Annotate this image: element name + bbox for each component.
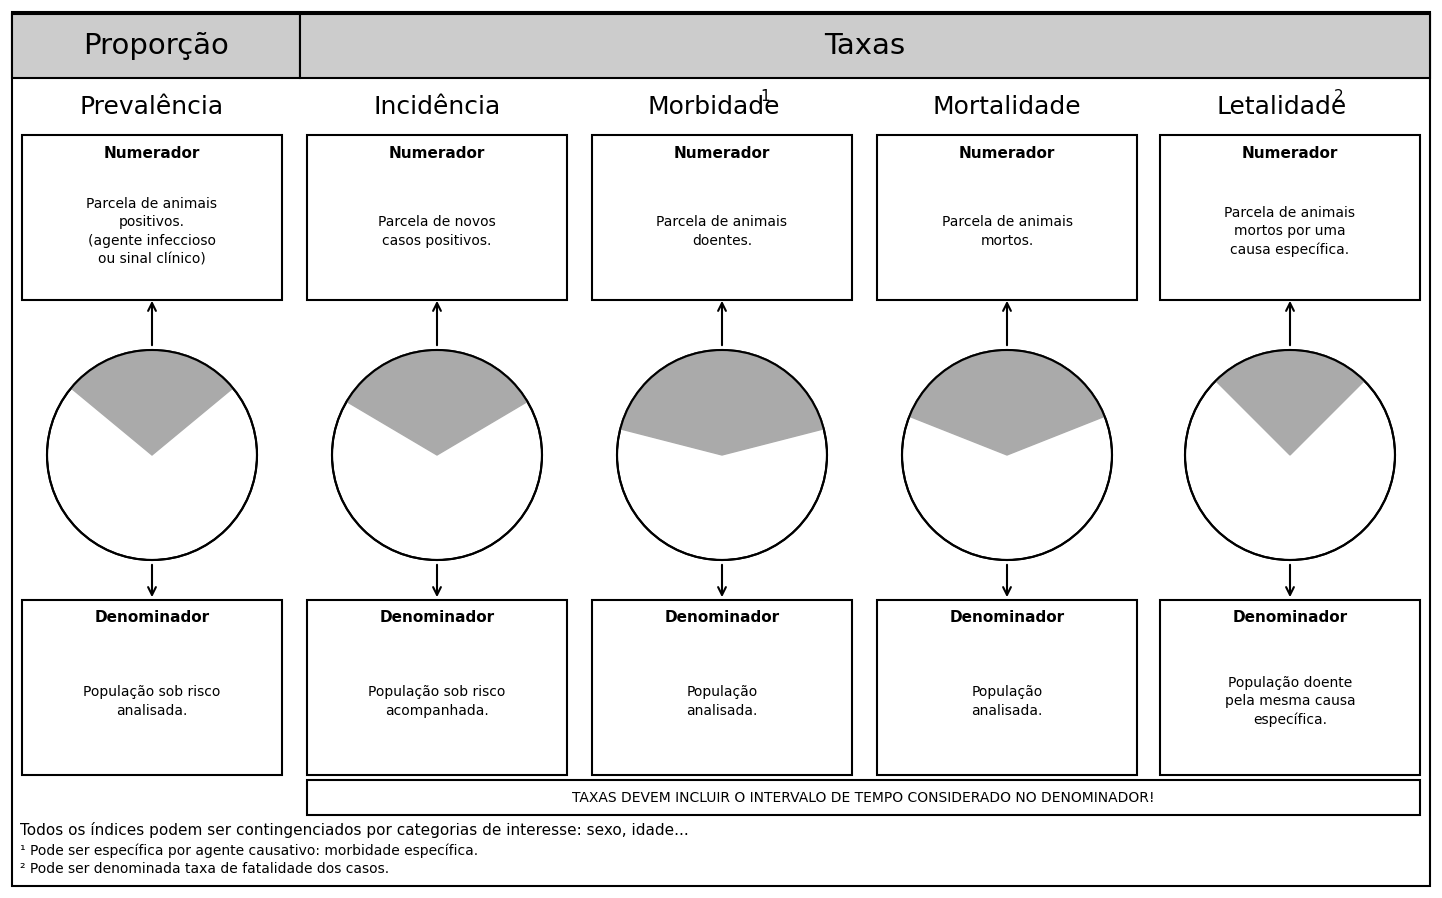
Text: Parcela de animais
positivos.
(agente infeccioso
ou sinal clínico): Parcela de animais positivos. (agente in… bbox=[87, 197, 218, 266]
Circle shape bbox=[48, 350, 257, 560]
Polygon shape bbox=[346, 350, 528, 455]
Bar bbox=[22, 135, 283, 300]
Text: População
analisada.: População analisada. bbox=[972, 685, 1043, 718]
Text: Denominador: Denominador bbox=[94, 611, 209, 626]
Text: Denominador: Denominador bbox=[665, 611, 780, 626]
Text: População doente
pela mesma causa
específica.: População doente pela mesma causa especí… bbox=[1224, 676, 1355, 727]
Text: População sob risco
analisada.: População sob risco analisada. bbox=[84, 685, 221, 718]
Text: ² Pode ser denominada taxa de fatalidade dos casos.: ² Pode ser denominada taxa de fatalidade… bbox=[20, 862, 389, 876]
Bar bbox=[307, 600, 567, 775]
Text: Numerador: Numerador bbox=[389, 145, 485, 161]
Text: Numerador: Numerador bbox=[959, 145, 1056, 161]
Text: Morbidade: Morbidade bbox=[647, 94, 780, 119]
Polygon shape bbox=[1216, 350, 1364, 455]
Text: Numerador: Numerador bbox=[673, 145, 770, 161]
Text: 2: 2 bbox=[1334, 89, 1344, 104]
Bar bbox=[307, 780, 1420, 815]
Text: População sob risco
acompanhada.: População sob risco acompanhada. bbox=[368, 685, 506, 718]
Polygon shape bbox=[71, 350, 234, 455]
Circle shape bbox=[1185, 350, 1394, 560]
Text: 1: 1 bbox=[761, 89, 770, 104]
Text: Incidência: Incidência bbox=[373, 94, 500, 119]
Bar bbox=[877, 135, 1136, 300]
Bar bbox=[593, 135, 852, 300]
Text: Todos os índices podem ser contingenciados por categorias de interesse: sexo, id: Todos os índices podem ser contingenciad… bbox=[20, 822, 689, 838]
Bar bbox=[1159, 135, 1420, 300]
Text: Taxas: Taxas bbox=[825, 32, 906, 60]
Circle shape bbox=[332, 350, 542, 560]
Text: Numerador: Numerador bbox=[1242, 145, 1338, 161]
Bar bbox=[22, 600, 283, 775]
Text: Denominador: Denominador bbox=[379, 611, 495, 626]
Circle shape bbox=[617, 350, 828, 560]
Text: Denominador: Denominador bbox=[949, 611, 1064, 626]
Bar bbox=[12, 14, 300, 78]
Bar bbox=[307, 135, 567, 300]
Text: Mortalidade: Mortalidade bbox=[933, 94, 1082, 119]
Text: TAXAS DEVEM INCLUIR O INTERVALO DE TEMPO CONSIDERADO NO DENOMINADOR!: TAXAS DEVEM INCLUIR O INTERVALO DE TEMPO… bbox=[572, 790, 1155, 805]
Text: Letalidade: Letalidade bbox=[1217, 94, 1347, 119]
Bar bbox=[593, 600, 852, 775]
Text: Prevalência: Prevalência bbox=[79, 94, 224, 119]
Text: Parcela de animais
mortos.: Parcela de animais mortos. bbox=[942, 216, 1073, 248]
Text: Numerador: Numerador bbox=[104, 145, 200, 161]
Text: Parcela de animais
mortos por uma
causa específica.: Parcela de animais mortos por uma causa … bbox=[1224, 206, 1355, 257]
Text: Proporção: Proporção bbox=[84, 32, 229, 60]
Text: ¹ Pode ser específica por agente causativo: morbidade específica.: ¹ Pode ser específica por agente causati… bbox=[20, 844, 479, 858]
Text: Denominador: Denominador bbox=[1233, 611, 1348, 626]
Text: Parcela de novos
casos positivos.: Parcela de novos casos positivos. bbox=[378, 216, 496, 248]
Polygon shape bbox=[910, 350, 1105, 455]
Text: População
analisada.: População analisada. bbox=[686, 685, 757, 718]
Bar bbox=[877, 600, 1136, 775]
Bar bbox=[1159, 600, 1420, 775]
Circle shape bbox=[903, 350, 1112, 560]
Bar bbox=[300, 14, 1430, 78]
Polygon shape bbox=[620, 350, 823, 455]
Text: Parcela de animais
doentes.: Parcela de animais doentes. bbox=[656, 216, 787, 248]
